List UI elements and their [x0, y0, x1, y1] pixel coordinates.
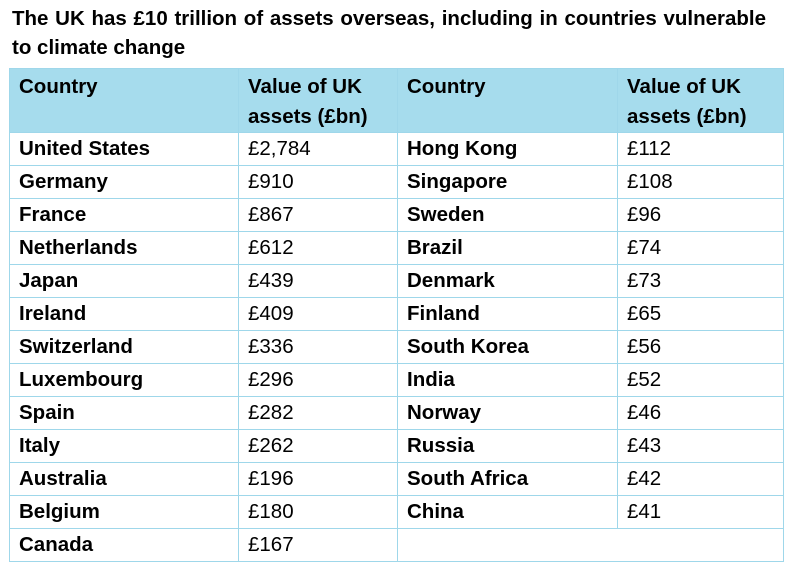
table-row: Belgium £180 China £41: [9, 495, 784, 529]
table-row: Ireland £409 Finland £65: [9, 297, 784, 331]
value-cell: £65: [617, 297, 784, 331]
value-cell: £43: [617, 429, 784, 463]
country-cell: Denmark: [397, 264, 618, 298]
value-cell: £56: [617, 330, 784, 364]
country-cell: China: [397, 495, 618, 529]
header-country-left: Country: [9, 68, 239, 133]
table-row: Australia £196 South Africa £42: [9, 462, 784, 496]
value-cell: £73: [617, 264, 784, 298]
table-row: Japan £439 Denmark £73: [9, 264, 784, 298]
country-cell: Brazil: [397, 231, 618, 265]
country-cell: South Africa: [397, 462, 618, 496]
header-country-right: Country: [397, 68, 618, 133]
table-row: Canada £167: [9, 528, 784, 562]
value-cell: £2,784: [238, 132, 398, 166]
country-cell: Luxembourg: [9, 363, 239, 397]
table-row: France £867 Sweden £96: [9, 198, 784, 232]
value-cell: £108: [617, 165, 784, 199]
value-cell: £262: [238, 429, 398, 463]
value-cell: £52: [617, 363, 784, 397]
value-cell: £42: [617, 462, 784, 496]
value-cell: £336: [238, 330, 398, 364]
uk-assets-table: Country Value of UK assets (£bn) Country…: [9, 68, 784, 562]
header-value-right: Value of UK assets (£bn): [617, 68, 784, 133]
country-cell: Ireland: [9, 297, 239, 331]
country-cell: South Korea: [397, 330, 618, 364]
empty-cell: [397, 528, 784, 562]
country-cell: India: [397, 363, 618, 397]
value-cell: £74: [617, 231, 784, 265]
country-cell: Japan: [9, 264, 239, 298]
country-cell: Spain: [9, 396, 239, 430]
country-cell: Netherlands: [9, 231, 239, 265]
table-row: Switzerland £336 South Korea £56: [9, 330, 784, 364]
value-cell: £112: [617, 132, 784, 166]
value-cell: £439: [238, 264, 398, 298]
country-cell: Germany: [9, 165, 239, 199]
value-cell: £910: [238, 165, 398, 199]
value-cell: £867: [238, 198, 398, 232]
value-cell: £96: [617, 198, 784, 232]
country-cell: Finland: [397, 297, 618, 331]
country-cell: Norway: [397, 396, 618, 430]
country-cell: Singapore: [397, 165, 618, 199]
table-row: Spain £282 Norway £46: [9, 396, 784, 430]
table-row: Luxembourg £296 India £52: [9, 363, 784, 397]
header-value-left: Value of UK assets (£bn): [238, 68, 398, 133]
country-cell: Belgium: [9, 495, 239, 529]
country-cell: Sweden: [397, 198, 618, 232]
table-row: United States £2,784 Hong Kong £112: [9, 132, 784, 166]
country-cell: Italy: [9, 429, 239, 463]
country-cell: Hong Kong: [397, 132, 618, 166]
value-cell: £612: [238, 231, 398, 265]
value-cell: £167: [238, 528, 398, 562]
table-row: Germany £910 Singapore £108: [9, 165, 784, 199]
value-cell: £46: [617, 396, 784, 430]
value-cell: £409: [238, 297, 398, 331]
table-row: Netherlands £612 Brazil £74: [9, 231, 784, 265]
country-cell: France: [9, 198, 239, 232]
value-cell: £180: [238, 495, 398, 529]
country-cell: Switzerland: [9, 330, 239, 364]
value-cell: £41: [617, 495, 784, 529]
value-cell: £196: [238, 462, 398, 496]
value-cell: £282: [238, 396, 398, 430]
table-header-row: Country Value of UK assets (£bn) Country…: [9, 68, 784, 133]
value-cell: £296: [238, 363, 398, 397]
country-cell: Russia: [397, 429, 618, 463]
country-cell: Australia: [9, 462, 239, 496]
table-body: United States £2,784 Hong Kong £112 Germany £…: [9, 132, 784, 562]
table-row: Italy £262 Russia £43: [9, 429, 784, 463]
country-cell: Canada: [9, 528, 239, 562]
page-title: The UK has £10 trillion of assets overse…: [12, 7, 766, 59]
country-cell: United States: [9, 132, 239, 166]
